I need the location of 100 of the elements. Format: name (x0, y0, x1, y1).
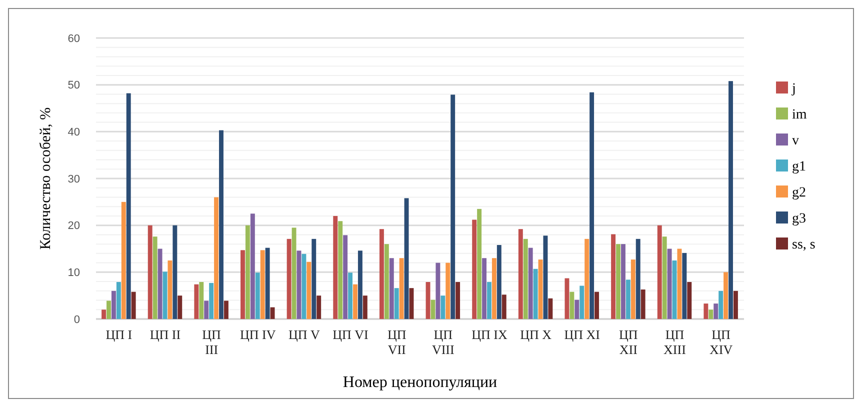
y-axis-title: Количество особей, % (38, 107, 54, 250)
legend-label: v (792, 133, 799, 148)
y-tick-label: 20 (68, 220, 80, 232)
bar (486, 282, 492, 319)
bar (353, 284, 358, 319)
bar (219, 130, 224, 319)
y-tick-label: 40 (68, 126, 80, 139)
bar (574, 300, 580, 319)
bar (528, 248, 533, 319)
legend-label: im (792, 107, 807, 122)
bar (209, 282, 214, 319)
y-tick-label: 50 (68, 80, 80, 92)
bar (620, 244, 626, 319)
bar (362, 296, 368, 319)
bar (682, 252, 687, 319)
legend-label: g1 (792, 159, 806, 174)
bar (523, 238, 528, 319)
bar (677, 248, 682, 319)
bar (594, 292, 599, 319)
x-tick-label: ЦП IX (472, 327, 508, 342)
bar (162, 272, 168, 319)
bar (265, 248, 270, 319)
x-tick-label: ЦП VII (387, 327, 406, 357)
bar (436, 262, 440, 319)
bar (708, 310, 714, 319)
bar (358, 250, 362, 319)
bar (379, 229, 384, 319)
bar (630, 260, 636, 319)
bar (255, 272, 260, 319)
bar (240, 250, 245, 319)
bar (343, 235, 348, 319)
bar (657, 225, 662, 319)
x-tick-label: ЦП XIII (664, 327, 686, 357)
bar (148, 225, 152, 319)
bar (270, 307, 275, 319)
legend-label: ss, s (792, 237, 816, 252)
bar (409, 288, 414, 319)
bar (616, 244, 620, 319)
bar (338, 221, 343, 319)
bar (477, 208, 482, 319)
bar (102, 310, 106, 319)
bar (172, 225, 178, 319)
y-tick-label: 60 (68, 32, 80, 45)
bar (131, 292, 136, 319)
bar (214, 197, 219, 319)
bar (718, 290, 724, 319)
x-tick-label: ЦП VI (332, 327, 368, 342)
y-tick-label: 10 (68, 267, 80, 280)
bar (121, 202, 126, 319)
bar (292, 228, 296, 319)
bar (250, 214, 255, 319)
legend-label: g3 (792, 211, 806, 226)
bar (260, 250, 265, 319)
bar (482, 258, 486, 319)
bar (502, 294, 506, 319)
x-tick-label: ЦП I (106, 327, 132, 342)
bar (194, 284, 199, 319)
bar (404, 198, 409, 319)
bar (446, 262, 450, 319)
bar (126, 93, 131, 319)
bar (667, 248, 672, 319)
x-tick-label: ЦП X (520, 327, 552, 342)
bar (316, 296, 322, 319)
bar (224, 300, 228, 319)
bar (564, 278, 570, 319)
bar (496, 245, 502, 319)
bar (286, 238, 292, 319)
bar (672, 260, 677, 319)
bar (158, 248, 162, 319)
bar (611, 234, 616, 319)
bar (450, 94, 456, 319)
bar (333, 216, 338, 319)
bar (384, 244, 389, 319)
x-tick-label: ЦП XII (619, 327, 638, 357)
x-tick-label: ЦП V (288, 327, 321, 342)
bar (662, 236, 667, 319)
x-tick-label: ЦП IV (240, 327, 276, 342)
bar (245, 225, 250, 319)
bar (394, 288, 399, 319)
bar (440, 296, 446, 319)
bar (472, 220, 477, 319)
bar (626, 280, 630, 319)
bar (548, 298, 553, 319)
bar (296, 250, 302, 319)
bar (584, 238, 590, 319)
x-tick-label: ЦП III (202, 327, 221, 357)
bar (312, 238, 316, 319)
bar (687, 282, 692, 319)
bar (426, 282, 430, 319)
bar (543, 236, 548, 319)
bar (640, 289, 646, 319)
bar (518, 229, 523, 319)
bar (111, 290, 116, 319)
bar (590, 92, 594, 319)
bar (204, 300, 209, 319)
bar (538, 260, 543, 319)
bar (570, 292, 574, 319)
x-tick-label: ЦП VIII (432, 327, 454, 357)
bar (106, 300, 111, 319)
bar (152, 236, 158, 319)
